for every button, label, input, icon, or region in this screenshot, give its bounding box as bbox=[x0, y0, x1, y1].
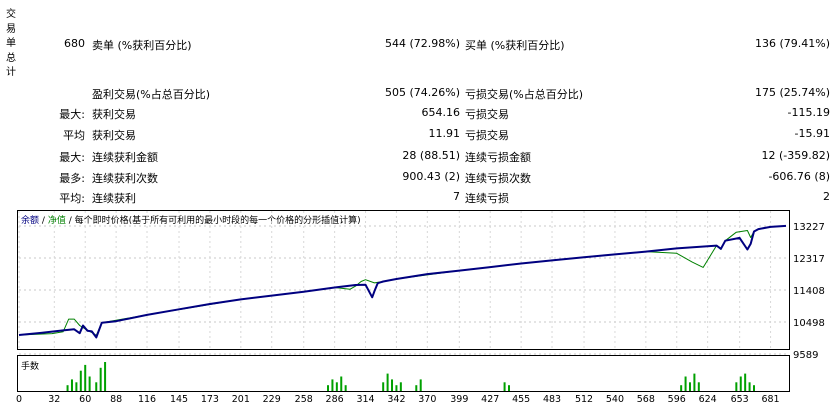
avg-consec-loss-label: 连续亏损 bbox=[465, 192, 509, 205]
max-consec-win-label: 连续获利金额 bbox=[92, 151, 158, 164]
y-tick-label: 10498 bbox=[793, 318, 825, 329]
loss-trades-value: 175 (25.74%) bbox=[754, 86, 830, 99]
profit-trades-value: 505 (74.26%) bbox=[384, 86, 460, 99]
x-tick-label: 258 bbox=[295, 394, 313, 405]
x-tick-label: 653 bbox=[731, 394, 749, 405]
maximal-consec-loss-label: 连续亏损次数 bbox=[465, 172, 531, 185]
x-tick-label: 32 bbox=[48, 394, 60, 405]
balance-chart-frame bbox=[17, 210, 790, 350]
side-summary-label: 交 易 单 总 计 bbox=[4, 8, 18, 81]
legend-separator: / bbox=[41, 216, 45, 226]
x-tick-label: 596 bbox=[668, 394, 686, 405]
avg-consec-loss-value: 2 bbox=[823, 190, 830, 203]
largest-loss-label: 亏损交易 bbox=[465, 108, 509, 121]
x-tick-label: 88 bbox=[110, 394, 122, 405]
x-tick-label: 229 bbox=[263, 394, 281, 405]
avg-consec-prefix: 平均: bbox=[59, 192, 85, 205]
max-consec-loss-value: 12 (-359.82) bbox=[761, 149, 830, 162]
x-tick-label: 201 bbox=[232, 394, 250, 405]
average-profit-label: 获利交易 bbox=[92, 129, 136, 142]
short-trades-label: 卖单 (%获利百分比) bbox=[92, 39, 192, 52]
largest-profit-value: 654.16 bbox=[421, 106, 461, 119]
short-trades-value: 544 (72.98%) bbox=[384, 37, 460, 50]
profit-trades-label: 盈利交易(%占总百分比) bbox=[92, 88, 211, 101]
maximal-consec-loss-value: -606.76 (8) bbox=[768, 170, 830, 183]
x-tick-label: 314 bbox=[356, 394, 374, 405]
y-tick-label: 11408 bbox=[793, 286, 825, 297]
average-loss-label: 亏损交易 bbox=[465, 129, 509, 142]
long-trades-value: 136 (79.41%) bbox=[754, 37, 830, 50]
x-tick-label: 145 bbox=[170, 394, 188, 405]
x-tick-label: 512 bbox=[575, 394, 593, 405]
y-tick-label: 9589 bbox=[793, 350, 818, 361]
x-tick-label: 60 bbox=[79, 394, 91, 405]
side-label-char: 交 bbox=[6, 9, 16, 20]
x-tick-label: 681 bbox=[761, 394, 779, 405]
legend-balance: 余额 bbox=[21, 216, 40, 226]
side-label-char: 易 bbox=[6, 23, 16, 35]
x-tick-label: 455 bbox=[512, 394, 530, 405]
maximal-prefix: 最多: bbox=[59, 172, 85, 185]
x-tick-label: 342 bbox=[387, 394, 405, 405]
y-tick-label: 13227 bbox=[793, 222, 825, 233]
maximal-consec-profit-value: 900.43 (2) bbox=[402, 170, 460, 183]
largest-loss-value: -115.19 bbox=[787, 106, 830, 119]
average-profit-value: 11.91 bbox=[428, 127, 461, 140]
maximal-consec-profit-label: 连续获利次数 bbox=[92, 172, 158, 185]
x-tick-label: 624 bbox=[699, 394, 717, 405]
chart-legend: 余额 / 净值 / 每个即时价格(基于所有可利用的最小时段的每一个价格的分形插值… bbox=[21, 213, 361, 226]
max-consec-loss-label: 连续亏损金额 bbox=[465, 151, 531, 164]
x-tick-label: 399 bbox=[450, 394, 468, 405]
max-consec-win-value: 28 (88.51) bbox=[402, 149, 460, 162]
x-tick-label: 0 bbox=[16, 394, 22, 405]
loss-trades-label: 亏损交易(%占总百分比) bbox=[465, 88, 584, 101]
x-tick-label: 116 bbox=[138, 394, 156, 405]
x-tick-label: 483 bbox=[543, 394, 561, 405]
legend-separator: / bbox=[68, 216, 72, 226]
volume-label: 手数 bbox=[21, 362, 40, 372]
legend-model: 每个即时价格(基于所有可利用的最小时段的每一个价格的分形插值计算) bbox=[74, 216, 361, 226]
volume-chart-frame bbox=[17, 355, 790, 392]
side-label-char: 总 bbox=[6, 52, 16, 64]
largest-prefix: 最大: bbox=[59, 108, 85, 121]
x-tick-label: 427 bbox=[481, 394, 499, 405]
side-label-char: 单 bbox=[6, 38, 16, 49]
total-trades-value: 680 bbox=[64, 37, 85, 50]
x-tick-label: 540 bbox=[606, 394, 624, 405]
x-tick-label: 370 bbox=[418, 394, 436, 405]
y-tick-label: 12317 bbox=[793, 254, 825, 265]
avg-consec-win-label: 连续获利 bbox=[92, 192, 136, 205]
avg-consec-win-value: 7 bbox=[453, 190, 460, 203]
max-consec-prefix: 最大: bbox=[59, 151, 85, 164]
x-tick-label: 173 bbox=[201, 394, 219, 405]
average-prefix: 平均 bbox=[63, 129, 85, 142]
x-tick-label: 568 bbox=[637, 394, 655, 405]
average-loss-value: -15.91 bbox=[794, 127, 830, 140]
x-tick-label: 286 bbox=[326, 394, 344, 405]
long-trades-label: 买单 (%获利百分比) bbox=[465, 39, 565, 52]
legend-equity: 净值 bbox=[47, 216, 66, 226]
largest-profit-label: 获利交易 bbox=[92, 108, 136, 121]
side-label-char: 计 bbox=[6, 67, 16, 78]
